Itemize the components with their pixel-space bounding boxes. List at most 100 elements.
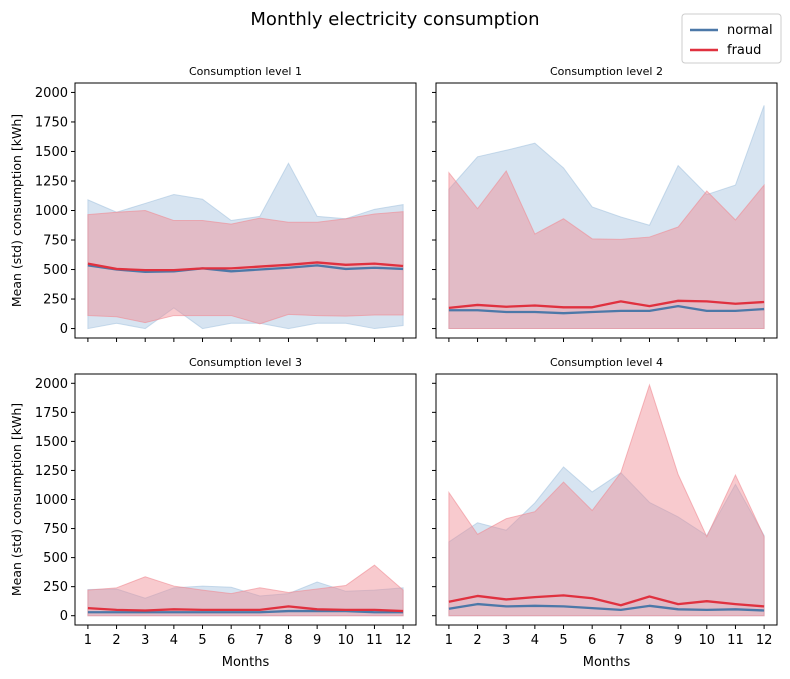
point-fraud-12 bbox=[763, 605, 765, 607]
y-axis-label: Mean (std) consumption [kWh] bbox=[9, 403, 24, 596]
point-fraud-5 bbox=[562, 594, 564, 596]
x-tick-label: 6 bbox=[227, 633, 235, 648]
point-fraud-7 bbox=[259, 609, 261, 611]
y-tick-label: 1250 bbox=[35, 464, 68, 479]
point-normal-9 bbox=[316, 264, 318, 266]
point-normal-4 bbox=[173, 611, 175, 613]
subplots: Consumption level 1025050075010001250150… bbox=[9, 65, 778, 670]
point-fraud-8 bbox=[648, 595, 650, 597]
mean-line-fraud bbox=[87, 605, 404, 613]
y-tick-label: 1250 bbox=[35, 174, 68, 189]
point-normal-12 bbox=[402, 268, 404, 270]
point-fraud-12 bbox=[402, 265, 404, 267]
point-normal-5 bbox=[562, 605, 564, 607]
subplot-2: Consumption level 2 bbox=[432, 65, 778, 342]
point-normal-8 bbox=[648, 310, 650, 312]
point-normal-1 bbox=[87, 611, 89, 613]
x-tick-label: 2 bbox=[473, 633, 481, 648]
x-tick-label: 3 bbox=[141, 633, 149, 648]
subplot-title: Consumption level 2 bbox=[550, 65, 663, 78]
point-fraud-1 bbox=[448, 601, 450, 603]
point-normal-11 bbox=[373, 267, 375, 269]
point-normal-11 bbox=[373, 611, 375, 613]
point-fraud-2 bbox=[476, 595, 478, 597]
point-normal-12 bbox=[763, 609, 765, 611]
point-normal-4 bbox=[534, 311, 536, 313]
point-fraud-2 bbox=[115, 268, 117, 270]
point-normal-1 bbox=[448, 309, 450, 311]
x-tick-label: 1 bbox=[84, 633, 92, 648]
y-tick-label: 0 bbox=[60, 609, 68, 624]
point-fraud-11 bbox=[373, 262, 375, 264]
y-tick-label: 1750 bbox=[35, 406, 68, 421]
point-fraud-7 bbox=[259, 265, 261, 267]
point-fraud-3 bbox=[505, 598, 507, 600]
y-tick-label: 2000 bbox=[35, 86, 68, 101]
subplot-1: Consumption level 1 0 250 500 750 1000 1250 150… bbox=[9, 65, 417, 342]
point-fraud-8 bbox=[287, 264, 289, 266]
point-normal-2 bbox=[115, 611, 117, 613]
point-fraud-11 bbox=[373, 609, 375, 611]
x-tick-label: 9 bbox=[313, 633, 321, 648]
point-fraud-10 bbox=[345, 264, 347, 266]
point-normal-5 bbox=[201, 611, 203, 613]
legend: normal fraud bbox=[681, 13, 782, 64]
point-normal-7 bbox=[259, 611, 261, 613]
point-fraud-3 bbox=[505, 306, 507, 308]
y-tick-label: 1000 bbox=[35, 204, 68, 219]
plot-area bbox=[448, 105, 765, 330]
plot-area bbox=[448, 383, 765, 617]
point-fraud-10 bbox=[345, 609, 347, 611]
subplot-title: Consumption level 4 bbox=[550, 356, 663, 369]
point-fraud-3 bbox=[144, 609, 146, 611]
point-normal-3 bbox=[505, 605, 507, 607]
point-fraud-8 bbox=[648, 305, 650, 307]
point-fraud-11 bbox=[734, 303, 736, 305]
point-fraud-9 bbox=[677, 603, 679, 605]
mean-line-normal bbox=[87, 264, 404, 274]
x-tick-label: 11 bbox=[727, 633, 744, 648]
point-fraud-4 bbox=[534, 304, 536, 306]
point-fraud-6 bbox=[591, 597, 593, 599]
x-tick-label: 7 bbox=[617, 633, 625, 648]
point-normal-6 bbox=[230, 270, 232, 272]
point-fraud-9 bbox=[677, 300, 679, 302]
x-tick-label: 9 bbox=[674, 633, 682, 648]
x-tick-label: 6 bbox=[588, 633, 596, 648]
x-tick-label: 1 bbox=[445, 633, 453, 648]
y-tick-label: 1750 bbox=[35, 115, 68, 130]
point-normal-9 bbox=[677, 305, 679, 307]
point-normal-4 bbox=[534, 605, 536, 607]
point-normal-7 bbox=[620, 310, 622, 312]
point-fraud-3 bbox=[144, 269, 146, 271]
point-normal-7 bbox=[620, 609, 622, 611]
x-axis-label: Months bbox=[222, 655, 270, 670]
x-tick-label: 8 bbox=[284, 633, 292, 648]
x-axis-label: Months bbox=[583, 655, 631, 670]
point-fraud-6 bbox=[230, 609, 232, 611]
std-band-fraud bbox=[87, 564, 404, 617]
point-fraud-7 bbox=[620, 604, 622, 606]
y-tick-label: 0 bbox=[60, 322, 68, 337]
point-fraud-10 bbox=[706, 300, 708, 302]
point-normal-12 bbox=[763, 308, 765, 310]
x-tick-label: 10 bbox=[338, 633, 355, 648]
point-normal-6 bbox=[591, 311, 593, 313]
y-axis-label: Mean (std) consumption [kWh] bbox=[9, 114, 24, 307]
point-fraud-2 bbox=[115, 609, 117, 611]
x-tick-label: 4 bbox=[170, 633, 178, 648]
point-fraud-4 bbox=[173, 269, 175, 271]
y-tick-label: 500 bbox=[43, 263, 68, 278]
point-fraud-9 bbox=[316, 261, 318, 263]
mean-line-normal bbox=[448, 304, 765, 315]
point-normal-10 bbox=[706, 609, 708, 611]
legend-label-normal: normal bbox=[727, 23, 773, 38]
point-fraud-9 bbox=[316, 608, 318, 610]
point-fraud-12 bbox=[402, 610, 404, 612]
plot-area bbox=[87, 162, 404, 330]
point-fraud-4 bbox=[534, 596, 536, 598]
point-fraud-11 bbox=[734, 603, 736, 605]
y-tick-label: 750 bbox=[43, 522, 68, 537]
subplot-title: Consumption level 1 bbox=[189, 65, 302, 78]
point-fraud-2 bbox=[476, 304, 478, 306]
